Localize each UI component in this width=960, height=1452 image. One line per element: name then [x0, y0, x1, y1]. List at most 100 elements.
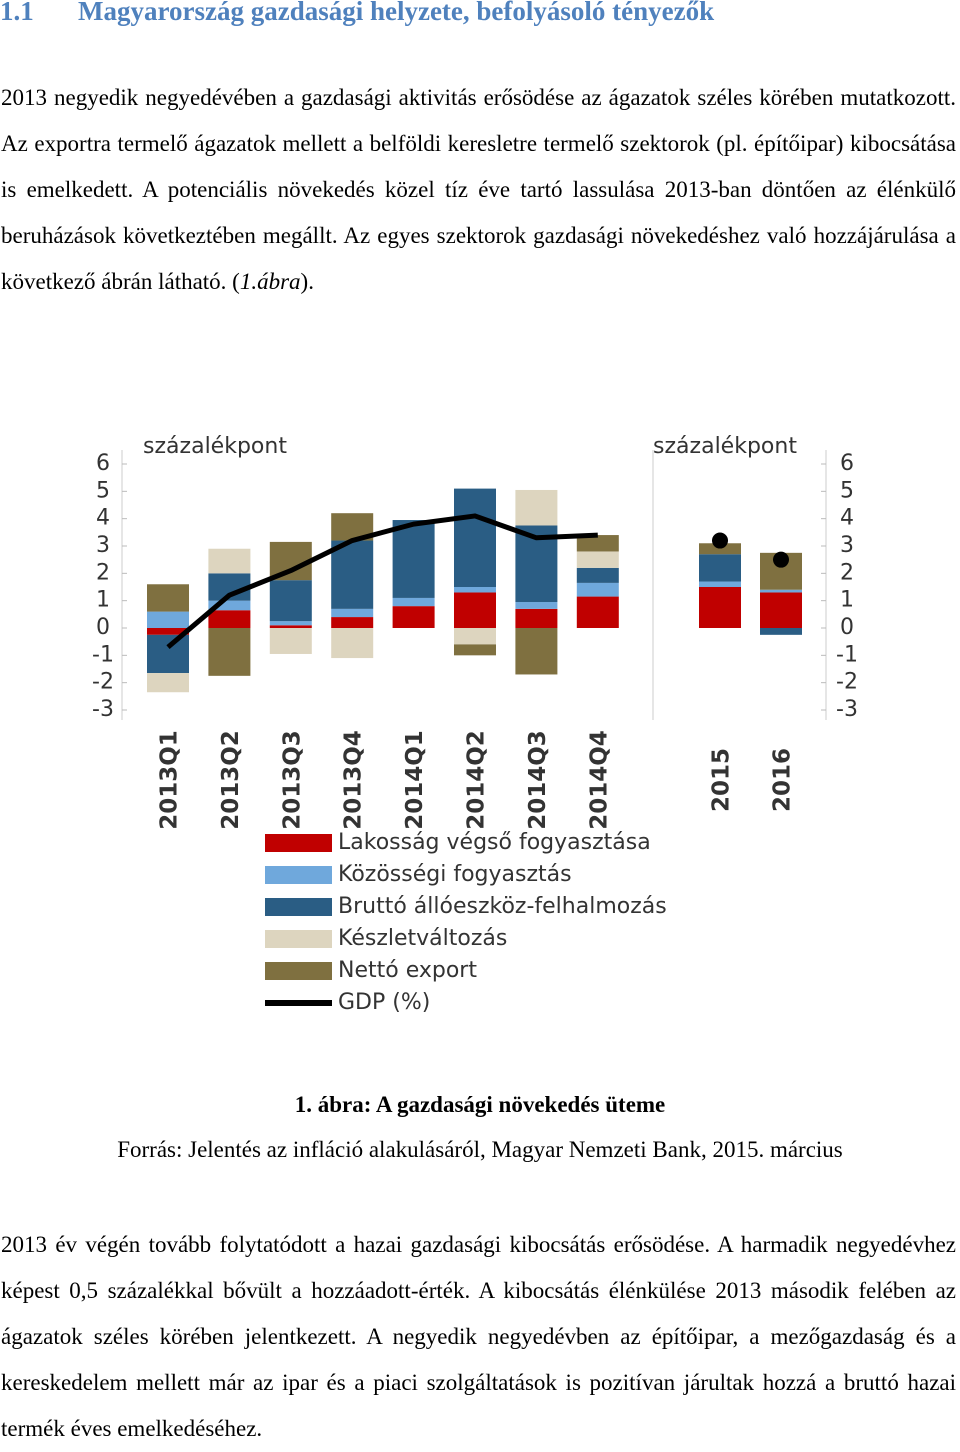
- heading: 1.1 Magyarország gazdasági helyzete, befo…: [0, 0, 714, 27]
- chart: százalékpont százalékpont-3-2-10123456-3-…: [92, 434, 858, 1015]
- y-tick-label: 1: [96, 588, 110, 613]
- bar-segment: [392, 520, 435, 598]
- bar-segment: [699, 581, 741, 587]
- bar-segment: [454, 628, 496, 645]
- bar-segment: [515, 608, 558, 628]
- bar-segment: [576, 535, 619, 552]
- legend-label: Közösségi fogyasztás: [338, 862, 572, 887]
- x-tick-label: 2013Q3: [279, 730, 305, 830]
- bar-segment: [515, 602, 558, 609]
- bar-segment: [576, 582, 619, 597]
- figure-source: Forrás: Jelentés az infláció alakulásáró…: [117, 1137, 843, 1162]
- bar-segment: [208, 628, 251, 676]
- bar-segment: [576, 567, 619, 583]
- bar-segment: [454, 587, 496, 593]
- legend-label: Lakosság végső fogyasztása: [338, 830, 651, 855]
- heading-number: 1.1: [0, 0, 34, 26]
- legend-swatch: [265, 898, 332, 916]
- y2-tick-label: 2: [840, 560, 854, 585]
- bar-segment: [147, 611, 189, 628]
- y2-tick-label: 4: [840, 506, 854, 531]
- y-tick-label: 0: [96, 615, 110, 640]
- y2-tick-label: 1: [840, 588, 854, 613]
- bar-segment: [699, 554, 741, 582]
- x-tick-label: 2013Q1: [157, 730, 183, 830]
- bar-segment: [208, 610, 251, 628]
- bar-segment: [515, 489, 558, 526]
- y2-tick-label: 5: [840, 478, 854, 503]
- x-tick-label: 2014Q2: [464, 730, 490, 830]
- legend-label: Készletváltozás: [338, 926, 507, 951]
- bar-segment: [269, 621, 312, 626]
- legend-swatch: [265, 834, 332, 852]
- bar-segment: [331, 617, 374, 628]
- bar-segment: [392, 606, 435, 628]
- gdp-marker: [773, 551, 789, 568]
- bar-segment: [147, 628, 189, 635]
- legend-label: Bruttó állóeszköz-felhalmozás: [338, 894, 667, 919]
- bar-segment: [147, 673, 189, 693]
- bar-segment: [269, 580, 312, 622]
- x-tick-label: 2014Q1: [402, 730, 428, 830]
- figure-ref: 1.ábra: [239, 269, 301, 294]
- y-tick-label: 5: [96, 478, 110, 503]
- y-tick-label: 3: [96, 533, 110, 558]
- y2-axis-title: százalékpont: [653, 434, 797, 459]
- y-tick-label: -1: [92, 642, 114, 667]
- bar-segment: [147, 584, 189, 612]
- bar-segment: [760, 589, 802, 593]
- bar-segment: [147, 634, 189, 674]
- paragraph: 2013 negyedik negyedévében a gazdasági a…: [1, 75, 956, 305]
- y2-tick-label: -1: [836, 642, 858, 667]
- bar-segment: [454, 644, 496, 656]
- legend-swatch: [265, 866, 332, 884]
- y-tick-label: -2: [92, 670, 114, 695]
- bar-segment: [331, 608, 374, 618]
- text: ).: [300, 269, 314, 294]
- legend-label: Nettó export: [338, 958, 477, 983]
- legend-swatch: [265, 930, 332, 948]
- y2-tick-label: -3: [836, 697, 858, 722]
- gdp-line: [166, 513, 598, 650]
- gdp-marker: [712, 532, 728, 549]
- bar-segment: [269, 628, 312, 654]
- x-tick-label: 2013Q2: [218, 730, 244, 830]
- bar-segment: [760, 628, 802, 635]
- y2-tick-label: 6: [840, 451, 854, 476]
- y-tick-label: 4: [96, 506, 110, 531]
- bar-segment: [699, 543, 741, 555]
- bar-segment: [454, 592, 496, 628]
- y-tick-label: 6: [96, 451, 110, 476]
- bar-segment: [269, 625, 312, 628]
- bar-segment: [760, 592, 802, 628]
- y2-tick-label: 0: [840, 615, 854, 640]
- bar-segment: [454, 488, 496, 587]
- x-tick-label: 2014Q4: [586, 730, 612, 830]
- x-tick-label: 2013Q4: [341, 730, 367, 830]
- legend-label: GDP (%): [338, 990, 430, 1015]
- text: 2013 év végén tovább folytatódott a haza…: [1, 1232, 956, 1441]
- paragraph: 2013 év végén tovább folytatódott a haza…: [1, 1222, 956, 1452]
- bar-segment: [208, 548, 251, 574]
- heading-title: Magyarország gazdasági helyzete, befolyá…: [78, 0, 715, 26]
- y-tick-label: 2: [96, 560, 110, 585]
- x-tick-label: 2014Q3: [525, 730, 551, 830]
- text: 2013 negyedik negyedévében a gazdasági a…: [1, 85, 956, 294]
- bar-segment: [576, 596, 619, 628]
- x-tick-label: 2016: [770, 748, 796, 812]
- y-axis-title: százalékpont: [143, 434, 287, 459]
- legend-swatch: [265, 962, 332, 980]
- bar-segment: [576, 551, 619, 568]
- bar-segment: [331, 540, 374, 609]
- bar-segment: [392, 597, 435, 607]
- y-tick-label: -3: [92, 697, 114, 722]
- bar-segment: [208, 600, 251, 611]
- x-tick-label: 2015: [709, 748, 735, 812]
- y2-tick-label: 3: [840, 533, 854, 558]
- bar-segment: [515, 628, 558, 675]
- figure-caption: 1. ábra: A gazdasági növekedés üteme: [294, 1092, 666, 1117]
- y2-tick-label: -2: [836, 670, 858, 695]
- bar-segment: [699, 587, 741, 628]
- bar-segment: [331, 628, 374, 659]
